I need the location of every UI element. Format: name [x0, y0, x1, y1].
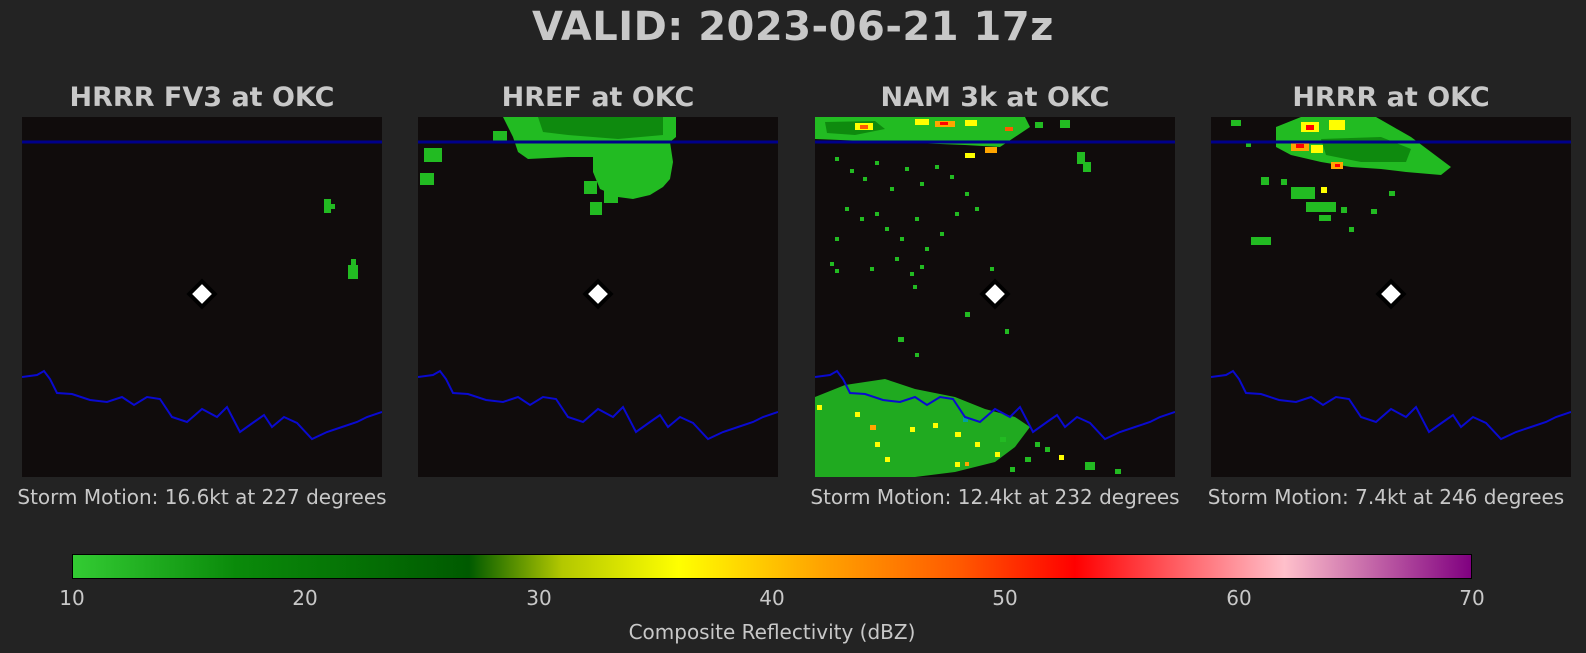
colorbar-tick: 60 [1226, 586, 1252, 610]
echoes [815, 117, 1121, 477]
map-panel-nam-3k [815, 117, 1175, 477]
colorbar-tick: 40 [759, 586, 785, 610]
river-line [418, 369, 778, 441]
storm-motion-hrrr: Storm Motion: 7.4kt at 246 degrees [1207, 485, 1565, 509]
colorbar-tick: 20 [292, 586, 318, 610]
echoes [420, 117, 676, 215]
colorbar [72, 554, 1472, 579]
panel-title-nam-3k: NAM 3k at OKC [880, 82, 1110, 113]
echoes [324, 199, 358, 279]
river-line [815, 369, 1175, 441]
station-marker-icon [186, 278, 218, 310]
colorbar-tick: 10 [59, 586, 85, 610]
river-line [22, 369, 382, 441]
station-marker-icon [1375, 278, 1407, 310]
panel-title-hrrr-fv3: HRRR FV3 at OKC [69, 82, 335, 113]
panel-title-hrrr: HRRR at OKC [1292, 82, 1490, 113]
colorbar-label: Composite Reflectivity (dBZ) [628, 620, 916, 644]
station-marker-icon [582, 278, 614, 310]
storm-motion-hrrr-fv3: Storm Motion: 16.6kt at 227 degrees [17, 485, 387, 509]
river-line [1211, 369, 1571, 441]
map-panel-href [418, 117, 778, 477]
map-panel-hrrr [1211, 117, 1571, 477]
echoes [1231, 117, 1451, 245]
figure-title: VALID: 2023-06-21 17z [532, 4, 1054, 50]
map-panel-hrrr-fv3 [22, 117, 382, 477]
panel-title-href: HREF at OKC [501, 82, 695, 113]
colorbar-tick: 70 [1459, 586, 1485, 610]
colorbar-tick: 30 [526, 586, 552, 610]
colorbar-tick: 50 [992, 586, 1018, 610]
storm-motion-nam-3k: Storm Motion: 12.4kt at 232 degrees [810, 485, 1180, 509]
station-marker-icon [979, 278, 1011, 310]
